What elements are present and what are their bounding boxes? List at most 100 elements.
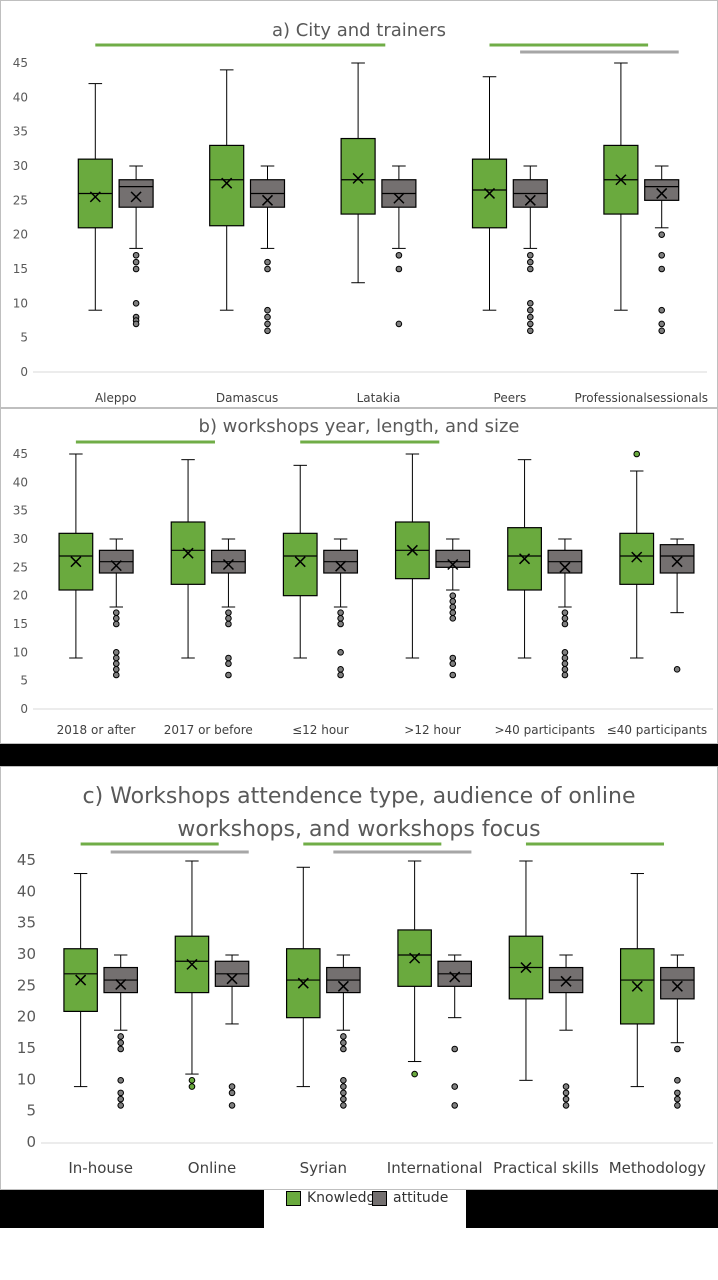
panel-c: c) Workshops attendence type, audience o… [0,766,718,1190]
x-tick-label: ≤12 hour [292,723,349,737]
y-tick-label: 25 [13,560,28,574]
box-attitude-5 [660,954,695,1109]
box-iqr [209,144,245,227]
outlier-point [225,660,232,667]
outlier-point [449,615,457,622]
mean-marker [261,194,274,206]
outlier-point [112,620,120,628]
box-knowledge-0 [58,453,94,659]
outlier-point [132,265,140,273]
x-tick-label: Syrian [300,1159,347,1177]
box-knowledge-2 [285,866,321,1088]
outlier-point [449,592,457,599]
y-tick-label: 45 [13,56,28,70]
outlier-point [337,666,344,673]
outlier-point [562,1089,570,1097]
outlier-point [117,1039,125,1047]
panel-border [0,408,718,744]
y-tick-label: 35 [17,914,36,932]
y-tick-label: 40 [13,475,28,489]
panel-b: b) workshops year, length, and size 0 5 10 1… [0,408,718,744]
y-tick-label: 20 [13,228,28,242]
mean-marker [75,974,87,986]
legend-swatch-knowledge [286,1190,301,1206]
y-tick-label: 0 [20,365,28,379]
mean-marker [130,191,142,203]
outlier-point [340,1083,347,1090]
panel-a: a) City and trainers 0 5 10 15 20 25 30 35 40 45 Al… [0,0,718,408]
outlier-point [264,327,271,335]
outlier-point [658,306,666,314]
outlier-point [337,620,344,628]
mean-marker [110,560,122,572]
outlier-point [527,327,534,335]
outlier-point [395,251,403,259]
mean-marker [222,558,234,571]
chart-title: b) workshops year, length, and size [199,416,520,437]
mean-marker [70,556,82,568]
outlier-point [449,654,457,662]
mean-marker [294,556,306,568]
mean-marker [393,192,405,204]
outlier-point [395,320,403,328]
mean-marker [520,962,532,974]
box-iqr [619,532,655,585]
box-iqr [282,532,318,597]
mean-marker [337,980,349,992]
chart-legend: Knowledge attitude [280,1185,470,1211]
legend-label-knowledge: Knowledge [307,1190,384,1206]
box-knowledge-3 [397,860,432,1078]
outlier-point [449,609,457,616]
box-attitude-4 [547,538,583,679]
x-tick-label: In-house [68,1159,133,1177]
outlier-point [112,666,120,673]
outlier-point [112,609,120,616]
outlier-point [228,1089,236,1097]
outlier-point [340,1033,347,1040]
box-knowledge-5 [619,873,655,1088]
mean-marker [335,560,347,572]
outlier-point [674,1089,681,1097]
mean-marker [519,553,531,565]
box-attitude-0 [103,954,139,1109]
box-knowledge-3 [394,453,430,659]
outlier-point [562,1083,570,1090]
y-tick-label: 30 [13,532,28,546]
mean-marker [89,191,101,203]
black-band [0,1190,264,1228]
mean-marker [483,187,496,199]
y-tick-label: 25 [13,193,28,207]
outlier-point [264,306,271,314]
outlier-point [395,265,403,273]
mean-marker [182,547,194,559]
outlier-point [449,660,457,667]
outlier-point [411,1070,418,1078]
mean-marker [297,977,309,989]
box-knowledge-2 [340,62,376,284]
y-tick-label: 40 [17,882,36,900]
mean-marker [409,952,421,964]
outlier-point [228,1102,236,1109]
outlier-point [117,1089,125,1097]
outlier-point [561,649,569,656]
outlier-point [337,609,344,616]
outlier-point [527,258,534,266]
outlier-point [449,603,457,611]
mean-marker [559,561,571,573]
outlier-point [561,671,569,679]
outlier-point [188,1077,196,1084]
outlier-point [340,1045,347,1053]
y-tick-label: 10 [17,1070,36,1088]
y-tick-label: 20 [13,589,28,603]
outlier-point [527,300,534,307]
mean-marker [447,558,459,571]
y-tick-label: 15 [13,262,28,276]
outlier-point [674,1045,681,1053]
box-attitude-2 [326,954,361,1109]
outlier-point [674,1095,681,1103]
outlier-point [658,251,666,259]
x-tick-label: 2018 or after [57,723,136,737]
box-knowledge-5 [619,450,655,659]
x-tick-label: >40 participants [494,723,595,737]
y-tick-label: 0 [20,702,28,716]
